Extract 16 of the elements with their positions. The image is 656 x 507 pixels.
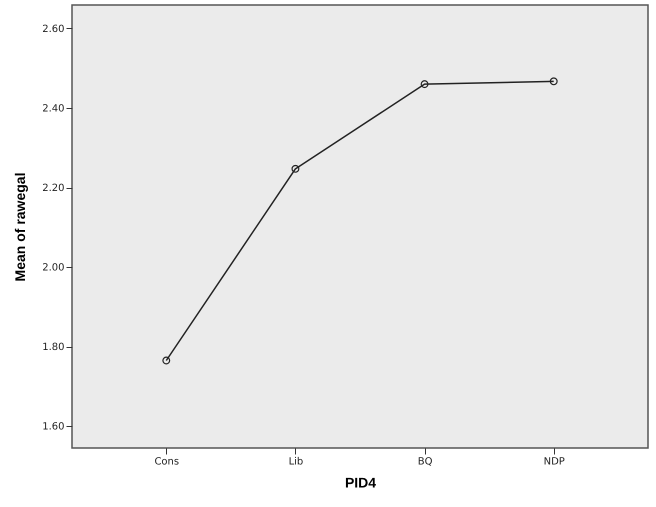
y-tick-label: 2.40	[42, 103, 64, 114]
point	[291, 164, 300, 173]
x-tick-label: Lib	[288, 456, 304, 468]
y-tick-label: 2.20	[42, 183, 64, 194]
point	[550, 77, 558, 86]
point	[420, 80, 429, 88]
x-tick-label: BQ	[418, 456, 433, 468]
x-tick-label: NDP	[544, 456, 565, 468]
y-axis-title: Mean of rawegal	[12, 172, 28, 282]
y-tick-label: 2.00	[42, 262, 64, 274]
point	[162, 356, 170, 364]
x-axis-title: PID4	[344, 474, 376, 490]
y-tick-label: 1.80	[42, 342, 64, 354]
y-tick-label: 2.60	[42, 24, 64, 35]
x-tick-label: Cons	[154, 456, 180, 468]
y-tick-label: 1.60	[42, 422, 64, 433]
